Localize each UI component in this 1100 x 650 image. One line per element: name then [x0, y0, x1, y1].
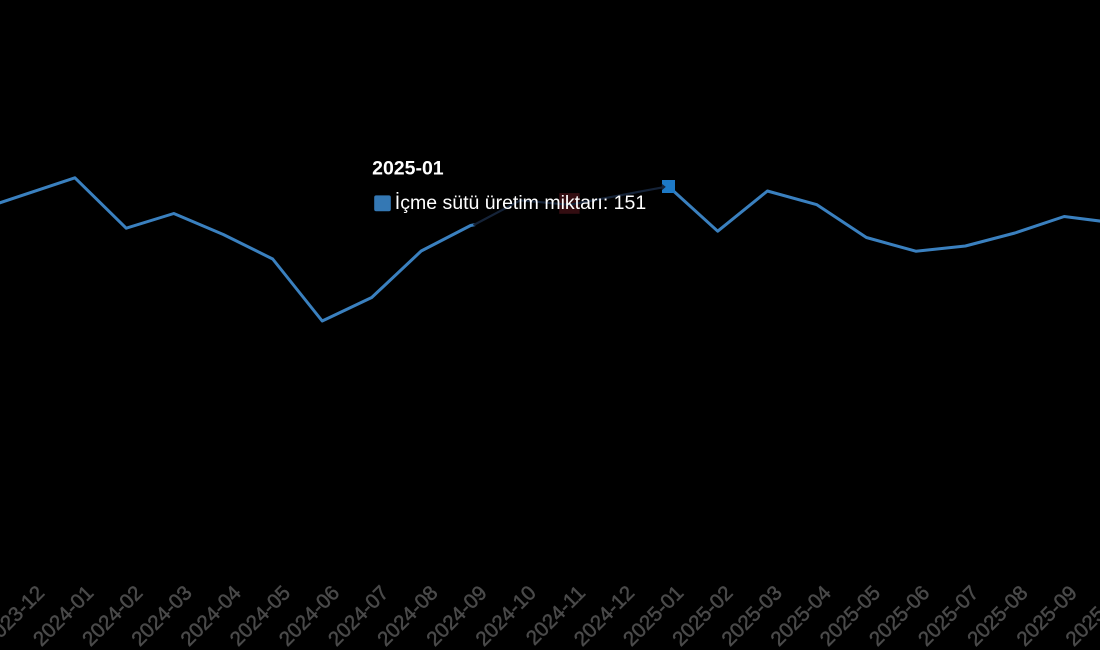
svg-text:İçme sütü üretim miktarı: 151: İçme sütü üretim miktarı: 151	[395, 191, 646, 214]
svg-text:2025-01: 2025-01	[372, 158, 444, 180]
